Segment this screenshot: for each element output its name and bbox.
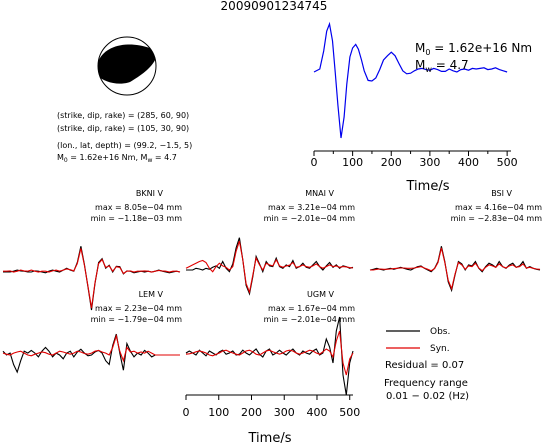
syn-waveform-line [185,330,354,376]
legend-frequency-title: Frequency range [384,378,468,389]
station-min: min = −2.01e−04 mm [264,214,356,223]
station-max: max = 2.23e−04 mm [95,304,182,313]
wave-x-ticks: 0 100 200 300 400 500 [183,395,360,419]
stf-plot: 0 100 200 300 400 500 Time/s M0 = 1.62e+16 Nm… [311,21,532,194]
syn-waveform-line [3,248,181,309]
station-max: max = 3.21e−04 mm [268,203,355,212]
wave-tick-label: 300 [274,406,295,419]
syn-waveform-line [370,247,541,291]
wave-tick-label: 400 [306,406,327,419]
station-label: BKNI V [136,189,164,198]
wave-tick-label: 100 [208,406,229,419]
waveform-panels: BKNI V max = 8.05e−04 mm min = −1.18e−03 m… [2,189,543,396]
obs-waveform-line [3,246,181,311]
stf-tick-label: 0 [311,156,318,169]
stf-tick-label: 500 [497,156,518,169]
stf-tick-label: 200 [381,156,402,169]
legend: Obs. Syn. Residual = 0.07 Frequency rang… [384,327,469,402]
obs-waveform-line [185,316,354,396]
wave-xlabel: Time/s [248,431,292,445]
station-label: BSI V [491,189,512,198]
params-line-1: (strike, dip, rake) = (285, 60, 90) [57,111,189,120]
station-max: max = 1.67e−04 mm [268,304,355,313]
beachball-icon [97,36,157,96]
station-panel: UGM V max = 1.67e−04 mm min = −2.01e−04 mm [185,290,356,396]
station-panel: BKNI V max = 8.05e−04 mm min = −1.18e−03 m… [3,189,183,311]
stf-m0-annotation: M0 = 1.62e+16 Nm [415,41,532,57]
station-max: max = 8.05e−04 mm [95,203,182,212]
params-line-3: (lon., lat, depth) = (99.2, −1.5, 5) [57,141,192,150]
station-max: max = 4.16e−04 mm [455,203,542,212]
syn-waveform-line [2,333,180,363]
station-min: min = −1.79e−04 mm [91,315,183,324]
station-min: min = −2.83e−04 mm [451,214,543,223]
legend-frequency-value: 0.01 − 0.02 (Hz) [386,391,469,402]
legend-obs-label: Obs. [430,327,450,337]
params-line-4: M0 = 1.62e+16 Nm, Mw = 4.7 [57,153,177,164]
stf-series-line [313,21,508,139]
wave-tick-label: 0 [183,406,190,419]
wave-time-axis: 0 100 200 300 400 500 Time/s [183,394,360,445]
station-panel: BSI V max = 4.16e−04 mm min = −2.83e−04 mm [369,189,543,293]
station-panel: LEM V max = 2.23e−04 mm min = −1.79e−04 mm [2,290,183,374]
stf-mw-annotation: Mw = 4.7 [415,58,469,74]
legend-syn-label: Syn. [430,344,450,354]
syn-waveform-line [185,240,354,295]
station-min: min = −1.18e−03 mm [91,214,183,223]
params-line-2: (strike, dip, rake) = (105, 30, 90) [57,124,189,133]
wave-tick-label: 200 [241,406,262,419]
station-label: MNAI V [305,189,334,198]
legend-residual: Residual = 0.07 [385,360,464,371]
figure-title: 20090901234745 [221,0,328,13]
station-panel: MNAI V max = 3.21e−04 mm min = −2.01e−04 m… [185,189,356,296]
stf-xlabel: Time/s [406,179,450,194]
station-label: UGM V [307,290,335,299]
station-min: min = −2.01e−04 mm [264,315,356,324]
stf-x-ticks: 0 100 200 300 400 500 [311,151,518,169]
stf-tick-label: 100 [342,156,363,169]
obs-waveform-line [2,333,180,374]
stf-tick-label: 300 [419,156,440,169]
stf-tick-label: 400 [458,156,479,169]
wave-tick-label: 500 [339,406,360,419]
station-label: LEM V [139,290,164,299]
